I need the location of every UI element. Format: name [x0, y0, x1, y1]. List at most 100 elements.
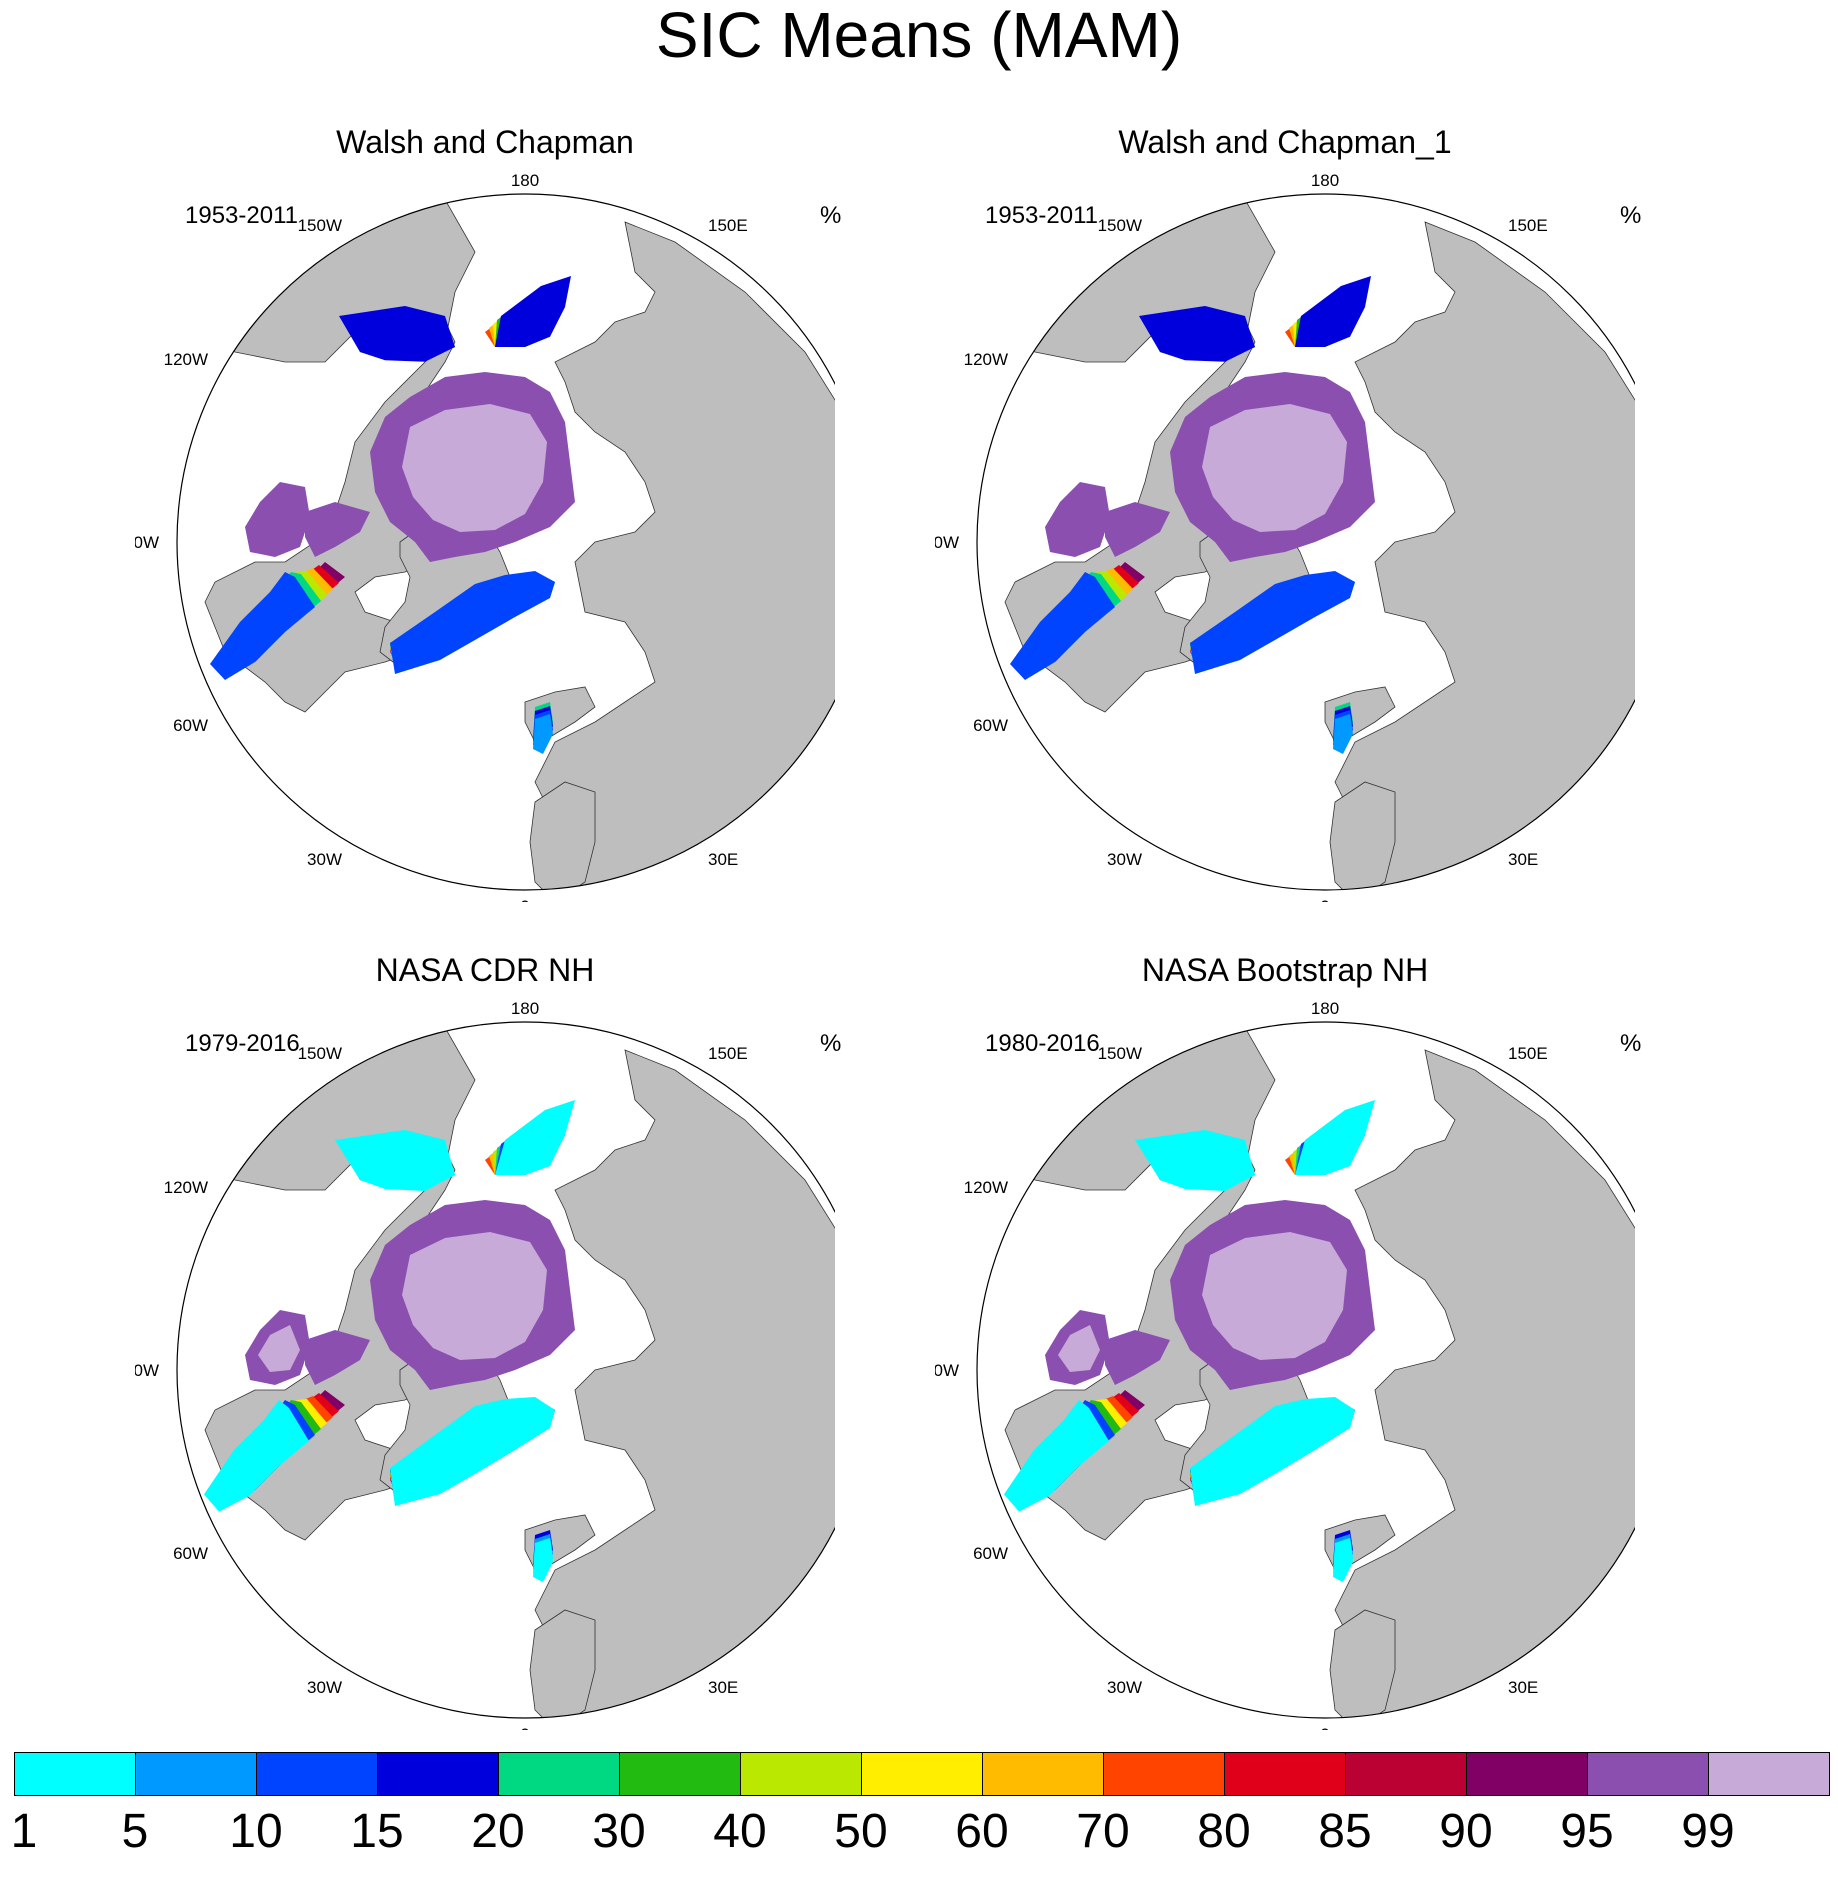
ice-hudson-core: [258, 497, 300, 544]
ice-central-arctic-core: [1202, 404, 1347, 532]
ice-bering-band-5: [335, 1130, 455, 1191]
ice-hudson-core: [1058, 1325, 1100, 1372]
ice-labrador-band-5: [1010, 572, 1115, 680]
colorbar-cell: [1587, 1752, 1709, 1796]
longitude-label: 180: [511, 171, 539, 190]
ice-baltic-3: [1333, 714, 1353, 754]
period-label: 1979-2016: [185, 1030, 300, 1057]
longitude-label: 0: [520, 897, 529, 902]
longitude-label: 120W: [964, 350, 1008, 369]
longitude-label: 150E: [1508, 1044, 1548, 1063]
colorbar-tick-label: 50: [834, 1805, 888, 1858]
polar-map: 180150E120E90E60E30E030W60W90W120W150W: [135, 171, 835, 902]
map-panel-walsh-chapman: 180150E120E90E60E30E030W60W90W120W150W W…: [135, 122, 841, 902]
period-label: 1953-2011: [185, 202, 298, 229]
colorbar-tick-label: 15: [350, 1805, 404, 1858]
colorbar-tick-label: 10: [229, 1805, 283, 1858]
colorbar-tick-label: 90: [1439, 1805, 1493, 1858]
period-label: 1953-2011: [985, 202, 1098, 229]
longitude-label: 150W: [1098, 216, 1142, 235]
unit-label: %: [820, 1030, 842, 1057]
ice-okhotsk-band-5: [495, 1100, 575, 1175]
ice-central-arctic-core: [402, 1232, 547, 1360]
longitude-label: 60W: [173, 716, 208, 735]
ice-labrador-band-6: [1004, 1400, 1109, 1512]
colorbar-cell: [1224, 1752, 1346, 1796]
ice-baffin-bay: [305, 502, 370, 557]
ice-hudson-core: [1058, 497, 1100, 544]
colorbar-tick-label: 60: [955, 1805, 1009, 1858]
colorbar-cell: [498, 1752, 620, 1796]
longitude-label: 150E: [708, 1044, 748, 1063]
panel-title: Walsh and Chapman: [336, 124, 634, 160]
ice-greenland-barents-band-8: [1190, 1397, 1355, 1506]
ice-greenland-barents-band-6: [390, 571, 555, 674]
ice-bering-band-4: [1139, 306, 1255, 362]
colorbar-tick-label: 99: [1681, 1805, 1735, 1858]
ice-baltic-3: [533, 714, 553, 754]
longitude-label: 60W: [173, 1544, 208, 1563]
land-europe: [529, 781, 596, 890]
ice-bering-band-5: [1135, 1130, 1255, 1191]
colorbar-cell: [377, 1752, 499, 1796]
period-label: 1980-2016: [985, 1030, 1100, 1057]
map-panel-nasa-bootstrap: 180150E120E90E60E30E030W60W90W120W150W N…: [935, 950, 1641, 1730]
longitude-label: 0: [1320, 1725, 1329, 1730]
unit-label: %: [1620, 202, 1642, 229]
ice-hudson-core: [258, 1325, 300, 1372]
map-boundary: [176, 1021, 835, 1719]
ice-greenland-barents-band-6: [1190, 571, 1355, 674]
longitude-label: 90W: [935, 533, 959, 552]
longitude-label: 180: [1311, 999, 1339, 1018]
ice-baffin-bay: [305, 1330, 370, 1385]
land-europe: [1329, 781, 1396, 890]
ice-okhotsk-band-5: [1295, 1100, 1375, 1175]
map-boundary: [976, 1021, 1635, 1719]
colorbar-cell: [982, 1752, 1104, 1796]
longitude-label: 60W: [973, 716, 1008, 735]
longitude-label: 150E: [1508, 216, 1548, 235]
ice-greenland-barents-band-8: [390, 1397, 555, 1506]
colorbar-cell: [14, 1752, 136, 1796]
longitude-label: 30W: [1107, 850, 1142, 869]
ice-baffin-bay: [1105, 502, 1170, 557]
colorbar-tick-label: 1: [10, 1805, 38, 1858]
polar-map: 180150E120E90E60E30E030W60W90W120W150W: [935, 999, 1635, 1730]
polar-map: 180150E120E90E60E30E030W60W90W120W150W: [135, 999, 835, 1730]
unit-label: %: [820, 202, 842, 229]
longitude-label: 150W: [1098, 1044, 1142, 1063]
ice-labrador-band-6: [204, 1400, 309, 1512]
longitude-label: 30E: [708, 850, 738, 869]
longitude-label: 0: [520, 1725, 529, 1730]
ice-baltic-3: [533, 1542, 553, 1582]
longitude-label: 60W: [973, 1544, 1008, 1563]
main-title: SIC Means (MAM): [655, 0, 1183, 71]
colorbar-cell: [861, 1752, 983, 1796]
longitude-label: 120W: [964, 1178, 1008, 1197]
longitude-label: 150W: [298, 216, 342, 235]
colorbar-tick-label: 40: [713, 1805, 767, 1858]
map-panel-walsh-chapman-1: 180150E120E90E60E30E030W60W90W120W150W W…: [935, 122, 1641, 902]
land-europe: [529, 1609, 596, 1718]
longitude-label: 30W: [307, 850, 342, 869]
map-boundary: [176, 193, 835, 891]
colorbar-tick-label: 5: [121, 1805, 149, 1858]
longitude-label: 120W: [164, 350, 208, 369]
longitude-label: 30E: [708, 1678, 738, 1697]
longitude-label: 0: [1320, 897, 1329, 902]
colorbar-cell: [1103, 1752, 1225, 1796]
longitude-label: 180: [511, 999, 539, 1018]
map-boundary: [976, 193, 1635, 891]
colorbar-cell: [1708, 1752, 1830, 1796]
colorbar-tick-label: 95: [1560, 1805, 1614, 1858]
ice-central-arctic-core: [402, 404, 547, 532]
colorbar-cell: [1466, 1752, 1588, 1796]
colorbar-tick-label: 20: [471, 1805, 525, 1858]
ice-bering-band-4: [339, 306, 455, 362]
longitude-label: 30E: [1508, 1678, 1538, 1697]
longitude-label: 90W: [935, 1361, 959, 1380]
colorbar-cell: [135, 1752, 257, 1796]
longitude-label: 30W: [307, 1678, 342, 1697]
colorbar-tick-label: 30: [592, 1805, 646, 1858]
colorbar-tick-label: 80: [1197, 1805, 1251, 1858]
